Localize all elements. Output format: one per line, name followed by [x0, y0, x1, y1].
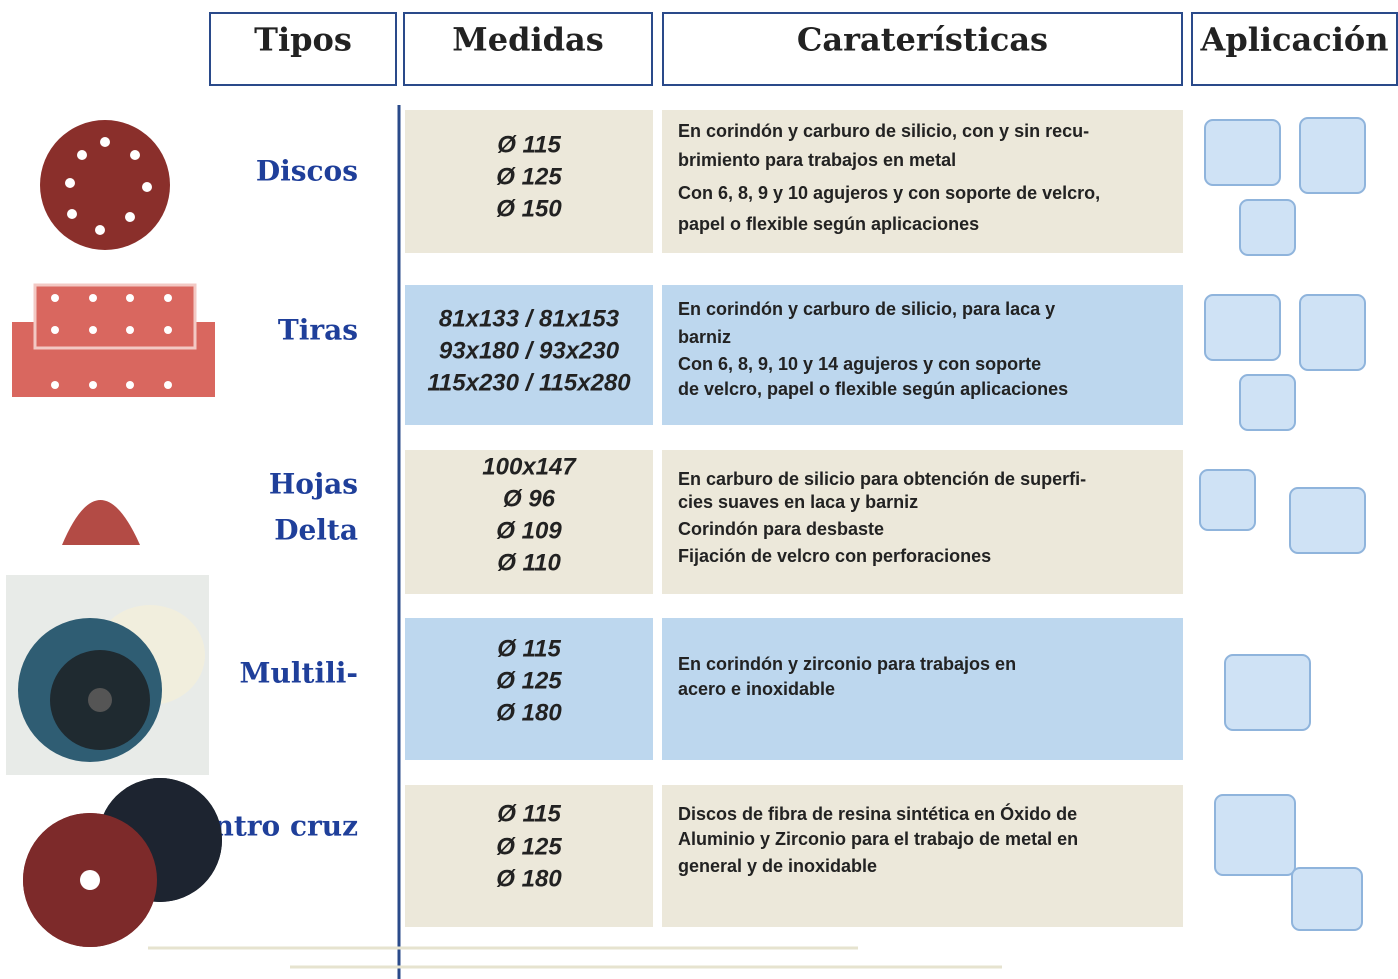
- feature: En corindón y carburo de silicio, con y …: [678, 121, 1089, 141]
- features-cell: [662, 110, 1183, 253]
- size: Ø 115: [497, 131, 561, 158]
- size: 93x180 / 93x230: [439, 337, 620, 364]
- sizes-cell: [405, 110, 653, 253]
- feature: En carburo de silicio para obtención de …: [678, 469, 1086, 489]
- feature: barniz: [678, 327, 731, 347]
- size: Ø 115: [497, 800, 561, 827]
- application-icons: [1199, 117, 1366, 931]
- size: Ø 115: [497, 635, 561, 662]
- header-cell: [403, 12, 653, 86]
- feature: Con 6, 8, 9 y 10 agujeros y con soporte …: [678, 183, 1100, 203]
- header-label: Medidas: [452, 21, 603, 59]
- type-label: Discos: [256, 155, 358, 188]
- size: Ø 180: [496, 865, 562, 892]
- size: Ø 109: [496, 517, 562, 544]
- feature: de velcro, papel o flexible según aplica…: [678, 379, 1068, 399]
- sizes-cell: [405, 618, 653, 760]
- features-cell: [662, 285, 1183, 425]
- features-cell: [662, 618, 1183, 760]
- size: Ø 96: [503, 485, 556, 512]
- feature: Corindón para desbaste: [678, 519, 884, 539]
- sizes-cell: [405, 285, 653, 425]
- overlap-image: [23, 778, 222, 947]
- feature: En corindón y zirconio para trabajos en: [678, 654, 1016, 674]
- size: Ø 125: [496, 833, 562, 860]
- header-label: Caraterísticas: [797, 21, 1048, 59]
- type-label: Multili-: [240, 657, 358, 690]
- type-label: Hojas: [269, 468, 358, 501]
- features-cell: [662, 785, 1183, 927]
- size: 100x147: [482, 453, 577, 480]
- feature: Con 6, 8, 9, 10 y 14 agujeros y con sopo…: [678, 354, 1041, 374]
- feature: general y de inoxidable: [678, 856, 877, 876]
- size: Ø 110: [497, 549, 561, 576]
- header-cell: [209, 12, 397, 86]
- feature: Fijación de velcro con perforaciones: [678, 546, 991, 566]
- feature: Aluminio y Zirconio para el trabajo de m…: [678, 829, 1078, 849]
- header-label: Tipos: [254, 21, 352, 59]
- size: Ø 125: [496, 163, 562, 190]
- size: Ø 180: [496, 699, 562, 726]
- feature: Discos de fibra de resina sintética en Ó…: [678, 803, 1077, 824]
- size: Ø 150: [496, 195, 562, 222]
- feature: cies suaves en laca y barniz: [678, 492, 918, 512]
- type-label: Tiras: [278, 314, 358, 347]
- size: 115x230 / 115x280: [427, 369, 631, 396]
- feature: brimiento para trabajos en metal: [678, 150, 956, 170]
- feature: En corindón y carburo de silicio, para l…: [678, 299, 1055, 319]
- sizes-cell: [405, 450, 653, 594]
- feature: papel o flexible según aplicaciones: [678, 214, 979, 234]
- size: Ø 125: [496, 667, 562, 694]
- header-cell: [662, 12, 1183, 86]
- type-label: Delta: [274, 514, 358, 547]
- feature: acero e inoxidable: [678, 679, 835, 699]
- sizes-cell: [405, 785, 653, 927]
- features-cell: [662, 450, 1183, 594]
- size: 81x133 / 81x153: [439, 305, 620, 332]
- header-cell: [1191, 12, 1398, 86]
- header-label: Aplicación: [1200, 21, 1389, 59]
